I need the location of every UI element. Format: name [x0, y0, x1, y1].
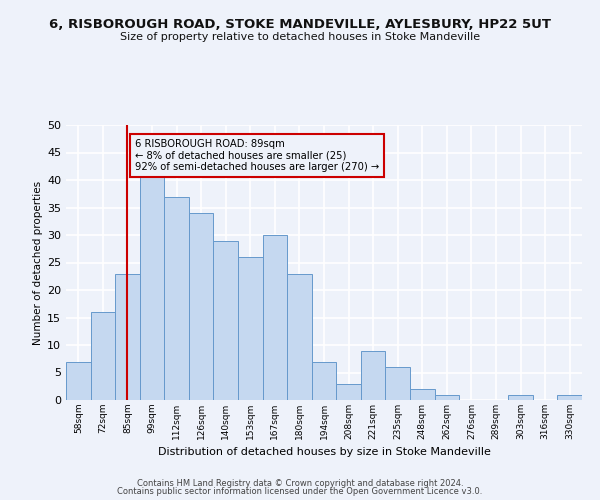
Text: 6, RISBOROUGH ROAD, STOKE MANDEVILLE, AYLESBURY, HP22 5UT: 6, RISBOROUGH ROAD, STOKE MANDEVILLE, AY…: [49, 18, 551, 30]
Bar: [312, 362, 336, 400]
Bar: [66, 362, 91, 400]
Bar: [434, 394, 459, 400]
Bar: [287, 274, 312, 400]
Text: Size of property relative to detached houses in Stoke Mandeville: Size of property relative to detached ho…: [120, 32, 480, 42]
Text: 6 RISBOROUGH ROAD: 89sqm
← 8% of detached houses are smaller (25)
92% of semi-de: 6 RISBOROUGH ROAD: 89sqm ← 8% of detache…: [135, 138, 379, 172]
Bar: [189, 213, 214, 400]
Bar: [214, 240, 238, 400]
Bar: [410, 389, 434, 400]
Bar: [263, 235, 287, 400]
X-axis label: Distribution of detached houses by size in Stoke Mandeville: Distribution of detached houses by size …: [158, 448, 490, 458]
Bar: [140, 169, 164, 400]
Bar: [336, 384, 361, 400]
Bar: [115, 274, 140, 400]
Bar: [385, 367, 410, 400]
Text: Contains HM Land Registry data © Crown copyright and database right 2024.: Contains HM Land Registry data © Crown c…: [137, 478, 463, 488]
Bar: [361, 350, 385, 400]
Bar: [164, 196, 189, 400]
Bar: [557, 394, 582, 400]
Bar: [238, 257, 263, 400]
Bar: [91, 312, 115, 400]
Bar: [508, 394, 533, 400]
Text: Contains public sector information licensed under the Open Government Licence v3: Contains public sector information licen…: [118, 487, 482, 496]
Y-axis label: Number of detached properties: Number of detached properties: [33, 180, 43, 344]
